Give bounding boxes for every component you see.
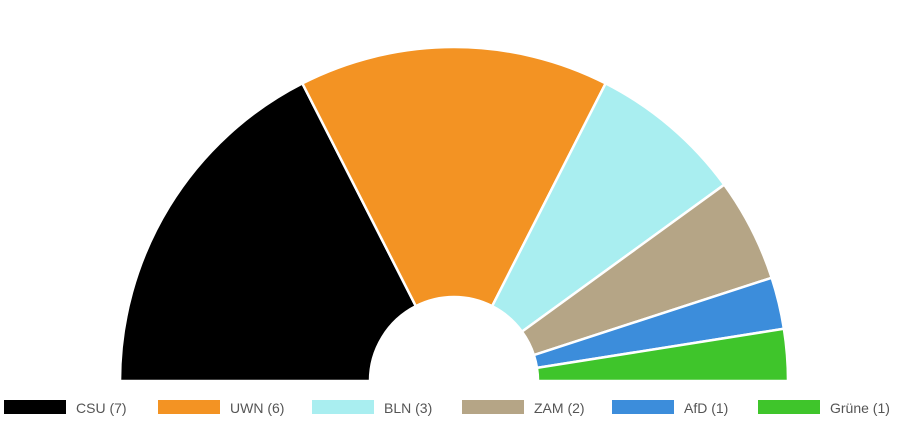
legend-swatch-zam [462,400,524,414]
legend-label-uwn: UWN (6) [230,400,284,416]
legend-label-gr-ne: Grüne (1) [830,400,890,416]
legend-swatch-bln [312,400,374,414]
legend-swatch-afd [612,400,674,414]
legend-label-afd: AfD (1) [684,400,728,416]
legend-label-bln: BLN (3) [384,400,432,416]
legend-swatch-gr-ne [758,400,820,414]
slice-csu [118,82,418,383]
legend-swatch-csu [4,400,66,414]
slice-bln [490,82,726,333]
legend-swatch-uwn [158,400,220,414]
legend-label-zam: ZAM (2) [534,400,585,416]
slice-gr-ne [535,327,790,383]
legend-label-csu: CSU (7) [76,400,127,416]
slice-uwn [301,45,607,308]
chart-slices [118,45,790,383]
chart-legend: CSU (7) UWN (6) BLN (3) ZAM (2) AfD (1) Grüne… [4,400,890,416]
